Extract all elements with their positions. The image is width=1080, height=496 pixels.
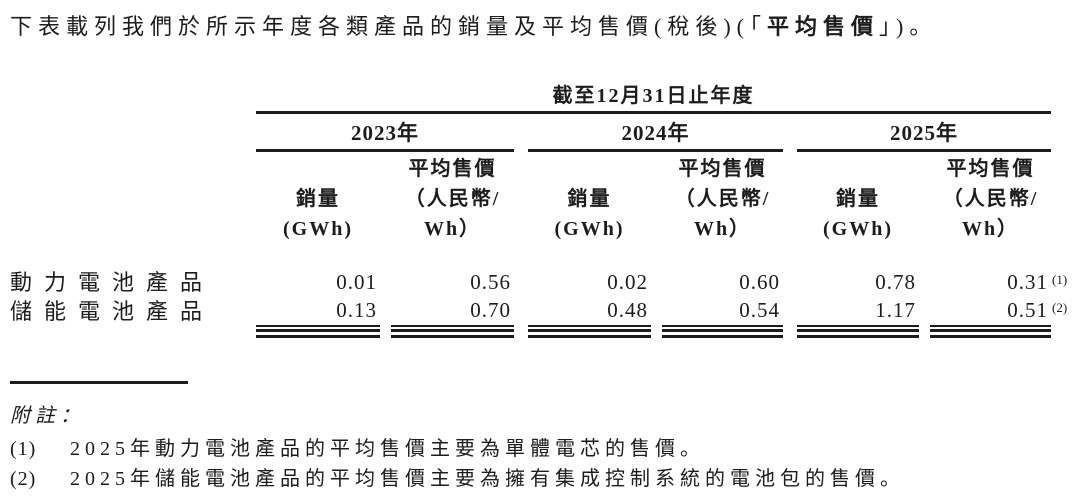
footnote-text: 2025年動力電池產品的平均售價主要為單體電芯的售價。: [70, 438, 705, 460]
header-asp-2025: 平均售價 （人民幣/ Wh）: [930, 152, 1051, 244]
double-rule: [662, 329, 783, 338]
table-row-storage-battery: 儲能電池產品 0.13 0.70 0.48 0.54 1.17 0.51 (2): [10, 296, 1067, 327]
table-row-power-battery: 動力電池產品 0.01 0.56 0.02 0.60 0.78 0.31 (1): [10, 268, 1067, 297]
intro-paragraph: 下表載列我們於所示年度各類產品的銷量及平均售價(稅後)(「平均售價」)。: [10, 12, 1070, 42]
cell-2024-volume: 0.48: [528, 296, 651, 327]
cell-2024-asp: 0.60: [739, 270, 780, 294]
header-volume-2025: 銷量 (GWh): [797, 152, 919, 244]
volume-header-unit: (GWh): [823, 218, 893, 240]
asp-header-unit-1: （人民幣/: [674, 188, 771, 210]
header-body-gap: [10, 244, 1051, 268]
cell-2023-asp: 0.56: [470, 270, 511, 294]
table-bottom-rules: [10, 329, 1051, 338]
asp-header-unit-1: （人民幣/: [942, 188, 1039, 210]
footnote-text: 2025年儲能電池產品的平均售價主要為擁有集成控制系統的電池包的售價。: [70, 468, 905, 490]
cell-2023-asp: 0.70: [391, 296, 514, 327]
cell-2025-volume: 0.78: [875, 270, 916, 294]
asp-header-unit-2: Wh）: [423, 218, 482, 240]
intro-bold-term: 平均售價: [766, 14, 879, 39]
sales-asp-table: 截至12月31日止年度 2023年 2024年 2025年 銷量 (GWh) 平…: [10, 84, 1067, 338]
footnote-ref-2: (2): [1052, 300, 1068, 315]
volume-header-unit: (GWh): [554, 218, 625, 240]
asp-header-label: 平均售價: [408, 158, 497, 180]
year-header-row: 2023年 2024年 2025年: [10, 114, 1051, 152]
span-header: 截至12月31日止年度: [256, 84, 1051, 114]
asp-header-unit-2: Wh）: [693, 218, 752, 240]
intro-suffix: 」)。: [879, 14, 938, 39]
volume-header-label: 銷量: [296, 188, 340, 210]
double-rule: [528, 329, 651, 338]
asp-header-label: 平均售價: [946, 158, 1035, 180]
footnote-ref-1: (1): [1052, 272, 1068, 287]
header-volume-2023: 銷量 (GWh): [256, 152, 380, 244]
cell-2025-asp: 0.31 (1): [930, 268, 1067, 297]
asp-header-unit-2: Wh）: [961, 218, 1020, 240]
header-asp-2023: 平均售價 （人民幣/ Wh）: [391, 152, 514, 244]
column-header-row: 銷量 (GWh) 平均售價 （人民幣/ Wh） 銷量 (GWh) 平均售價 （人…: [10, 152, 1051, 244]
volume-header-label: 銷量: [836, 188, 880, 210]
cell-2024-asp: 0.54: [662, 296, 783, 327]
header-volume-2024: 銷量 (GWh): [528, 152, 651, 244]
row-label: 動力電池產品: [10, 270, 215, 295]
table-span-header-row: 截至12月31日止年度: [10, 84, 1051, 114]
cell-value: 0.51: [1007, 298, 1048, 322]
footnote-separator: [10, 381, 188, 384]
volume-header-unit: (GWh): [283, 218, 353, 240]
header-asp-2024: 平均售價 （人民幣/ Wh）: [662, 152, 783, 244]
footnote-item-2: (2) 2025年儲能電池產品的平均售價主要為擁有集成控制系統的電池包的售價。: [10, 464, 1070, 494]
double-rule: [797, 329, 919, 338]
cell-2025-volume: 1.17: [797, 296, 919, 327]
double-rule: [256, 329, 380, 338]
cell-2025-asp: 0.51 (2): [930, 296, 1067, 327]
volume-header-label: 銷量: [567, 188, 612, 210]
footnote-marker: (2): [10, 468, 37, 490]
year-label-2024: 2024年: [528, 114, 783, 152]
footnotes-heading: 附註：: [10, 405, 85, 427]
cell-2023-volume: 0.01: [336, 270, 377, 294]
cell-value: 0.31: [1007, 270, 1048, 294]
asp-header-label: 平均售價: [678, 158, 767, 180]
footnotes-list: (1) 2025年動力電池產品的平均售價主要為單體電芯的售價。 (2) 2025…: [10, 434, 1070, 494]
row-label: 儲能電池產品: [10, 299, 215, 324]
double-rule: [391, 329, 514, 338]
asp-header-unit-1: （人民幣/: [404, 188, 501, 210]
year-label-2023: 2023年: [256, 114, 514, 152]
footnote-marker: (1): [10, 438, 37, 460]
cell-2023-volume: 0.13: [256, 296, 380, 327]
double-rule: [930, 329, 1051, 338]
intro-prefix: 下表載列我們於所示年度各類產品的銷量及平均售價(稅後)(「: [10, 14, 767, 39]
footnote-item-1: (1) 2025年動力電池產品的平均售價主要為單體電芯的售價。: [10, 434, 1070, 464]
cell-2024-volume: 0.02: [607, 270, 648, 294]
year-label-2025: 2025年: [797, 114, 1051, 152]
